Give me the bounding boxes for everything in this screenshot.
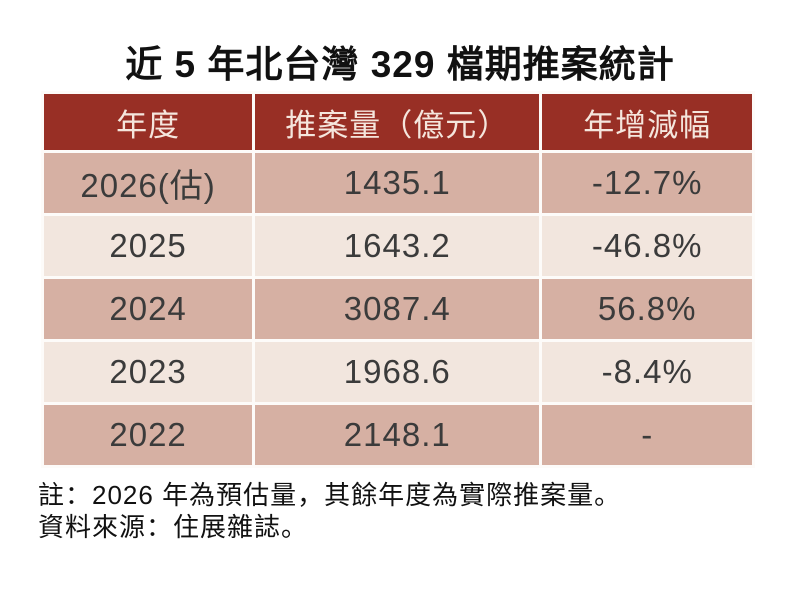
cell-yoy-change: -12.7% bbox=[539, 150, 755, 216]
cell-volume: 1643.2 bbox=[252, 213, 543, 279]
stats-table: 年度 推案量（億元） 年增減幅 2026(估) 1435.1 -12.7% 20… bbox=[40, 91, 755, 468]
cell-year: 2025 bbox=[40, 213, 256, 279]
cell-yoy-change: -8.4% bbox=[539, 339, 755, 405]
note-line: 註：2026 年為預估量，其餘年度為實際推案量。 bbox=[38, 480, 622, 510]
cell-year: 2022 bbox=[40, 402, 256, 468]
table-row: 2026(估) 1435.1 -12.7% bbox=[40, 150, 755, 216]
cell-volume: 3087.4 bbox=[252, 276, 543, 342]
table-row: 2024 3087.4 56.8% bbox=[40, 276, 755, 342]
cell-year: 2023 bbox=[40, 339, 256, 405]
cell-yoy-change: 56.8% bbox=[539, 276, 755, 342]
col-header-volume: 推案量（億元） bbox=[252, 91, 543, 153]
col-header-yoy-change: 年增減幅 bbox=[539, 91, 755, 153]
cell-yoy-change: -46.8% bbox=[539, 213, 755, 279]
cell-yoy-change: - bbox=[539, 402, 755, 468]
cell-volume: 1968.6 bbox=[252, 339, 543, 405]
source-line: 資料來源：住展雜誌。 bbox=[38, 512, 309, 542]
table-header-row: 年度 推案量（億元） 年增減幅 bbox=[40, 91, 755, 153]
cell-volume: 1435.1 bbox=[252, 150, 543, 216]
cell-year: 2026(估) bbox=[40, 150, 256, 216]
page-title: 近 5 年北台灣 329 檔期推案統計 bbox=[125, 44, 675, 85]
cell-year: 2024 bbox=[40, 276, 256, 342]
col-header-year: 年度 bbox=[40, 91, 256, 153]
footnotes: 註：2026 年為預估量，其餘年度為實際推案量。 資料來源：住展雜誌。 bbox=[38, 479, 621, 543]
table-row: 2025 1643.2 -46.8% bbox=[40, 213, 755, 279]
table-row: 2022 2148.1 - bbox=[40, 402, 755, 468]
cell-volume: 2148.1 bbox=[252, 402, 543, 468]
table-row: 2023 1968.6 -8.4% bbox=[40, 339, 755, 405]
